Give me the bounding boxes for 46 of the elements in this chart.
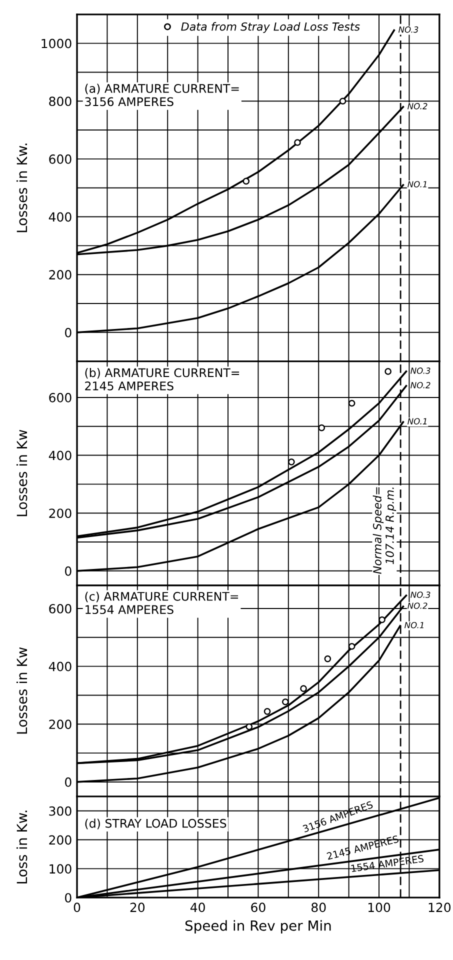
x-tick-label: 80	[312, 902, 326, 912]
y-tick-label: 0	[65, 777, 72, 787]
x-tick-label: 60	[251, 902, 266, 912]
series-label: NO.2	[410, 382, 430, 388]
x-tick-label: 120	[428, 902, 451, 912]
series-label: NO.3	[410, 368, 430, 374]
y-tick-label: 400	[48, 662, 72, 672]
y-tick-label: 600	[49, 604, 72, 614]
legend-label: Data from Stray Load Loss Tests	[181, 22, 360, 33]
text: (a) ARMATURE CURRENT= 3156 AMPERES	[85, 84, 239, 106]
y-axis-title: Loss in Kw.	[16, 810, 28, 884]
y-axis-title: Losses in Kw	[16, 647, 28, 734]
y-tick-label: 200	[49, 508, 72, 518]
y-tick-label: 0	[65, 328, 72, 338]
y-tick-label: 200	[49, 270, 72, 280]
text: (c) ARMATURE CURRENT= 1554 AMPERES	[85, 592, 238, 614]
y-tick-label: 100	[50, 864, 72, 874]
y-tick-label: 0	[65, 566, 72, 576]
x-tick-label: 40	[190, 902, 205, 912]
text: (d) STRAY LOAD LOSSES	[85, 818, 226, 830]
text: 1554 AMPERES	[351, 854, 424, 872]
text: (b) ARMATURE CURRENT= 2145 AMPERES	[85, 368, 240, 390]
series-label: NO.3	[398, 26, 418, 33]
y-axis-title: Losses in Kw.	[16, 144, 28, 232]
series-label: NO.3	[410, 592, 430, 598]
x-tick-label: 0	[74, 902, 80, 912]
series-label: NO.1	[408, 418, 426, 424]
y-tick-label: 200	[49, 720, 72, 730]
y-tick-label: 200	[49, 835, 72, 845]
y-tick-label: 0	[65, 893, 72, 903]
ref-line-label: Normal Speed= 107.14 R.p.m.	[372, 487, 396, 574]
y-tick-label: 600	[49, 154, 72, 164]
y-tick-label: 1000	[42, 38, 72, 48]
x-axis-title: Speed in Rev per Min	[185, 920, 331, 934]
y-tick-label: 800	[49, 96, 72, 106]
y-tick-label: 300	[49, 806, 72, 816]
y-axis-title: Losses in Kw	[16, 430, 28, 516]
y-tick-label: 600	[49, 392, 72, 402]
x-tick-label: 20	[130, 902, 145, 912]
series-label: NO.1	[408, 181, 426, 188]
y-tick-label: 400	[48, 212, 72, 222]
series-label: NO.2	[408, 602, 428, 609]
x-tick-label: 100	[368, 902, 390, 912]
series-label: NO.2	[408, 103, 428, 110]
series-label: NO.1	[404, 622, 424, 628]
y-tick-label: 400	[48, 450, 72, 460]
